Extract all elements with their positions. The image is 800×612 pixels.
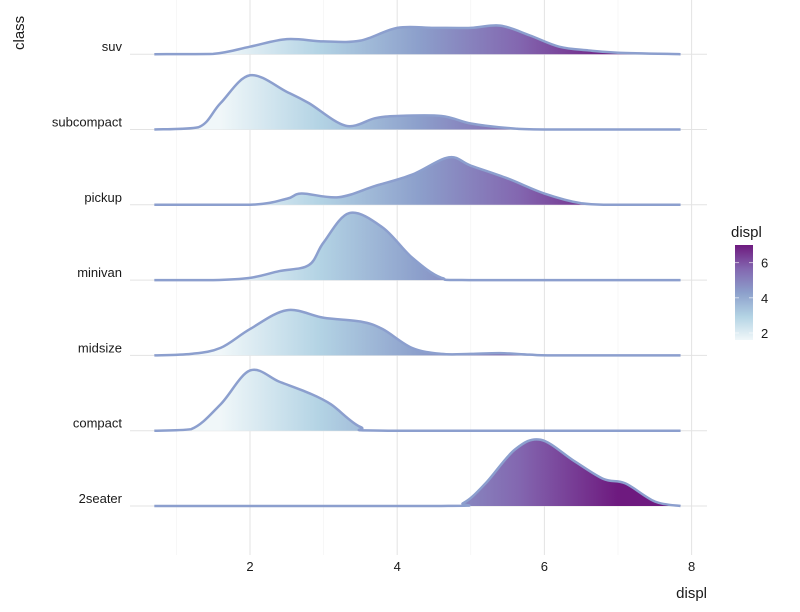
x-tick-label: 2 <box>246 559 253 574</box>
ridge-line-subcompact <box>154 74 681 131</box>
ridge-area-subcompact <box>154 75 681 130</box>
ridge-line-minivan <box>154 211 681 282</box>
ridge-area-compact <box>154 369 681 431</box>
legend-tick-label: 2 <box>761 326 768 341</box>
y-tick-label: subcompact <box>52 115 122 130</box>
legend-title: displ <box>731 224 762 241</box>
legend-tick-label: 4 <box>761 291 768 306</box>
ridge-line-pickup <box>154 155 681 207</box>
ridge-area-minivan <box>154 212 681 281</box>
y-tick-label: 2seater <box>79 491 123 506</box>
ridge-line-midsize <box>154 308 681 357</box>
ridge-line-compact <box>154 368 681 432</box>
x-tick-label: 4 <box>394 559 401 574</box>
x-tick-label: 6 <box>541 559 548 574</box>
y-axis-title: class <box>11 16 28 50</box>
y-tick-label: midsize <box>78 340 122 355</box>
y-tick-label: pickup <box>84 190 122 205</box>
legend: displ 2 4 6 <box>731 224 768 341</box>
y-tick-label: compact <box>73 416 123 431</box>
ridge-area-suv <box>154 25 681 55</box>
ridge-line-suv <box>154 24 681 56</box>
x-axis-title: displ <box>676 585 707 602</box>
ridge-area-pickup <box>154 157 681 205</box>
ridge-area-2seater <box>154 439 681 506</box>
x-tick-label: 8 <box>688 559 695 574</box>
y-tick-label: suv <box>102 39 123 54</box>
y-tick-label: minivan <box>77 265 122 280</box>
legend-colorbar <box>735 245 753 340</box>
ridge-line-2seater <box>154 438 681 508</box>
legend-tick-label: 6 <box>761 256 768 271</box>
ridge-area-midsize <box>154 309 681 356</box>
